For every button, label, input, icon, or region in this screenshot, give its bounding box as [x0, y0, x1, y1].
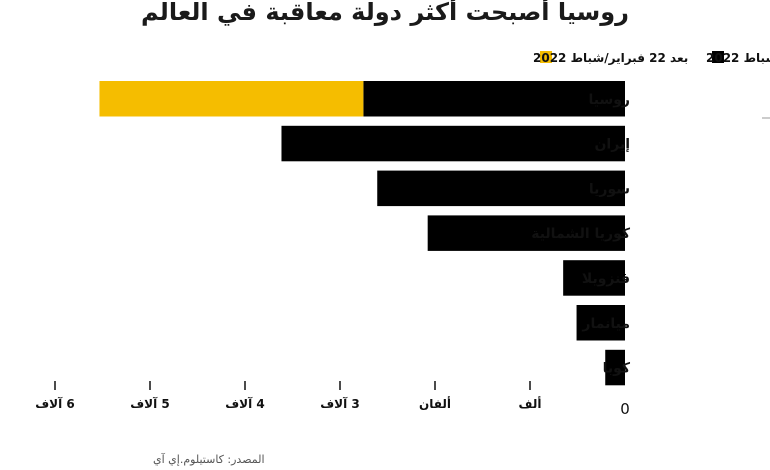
category-label-5: ميانمار — [581, 316, 630, 332]
x-tick-label-0: 0 — [620, 400, 630, 418]
bar-6-series-0 — [605, 349, 625, 386]
category-label-3: كوريا الشمالية — [531, 226, 631, 242]
x-tick-label-1: ألف — [519, 396, 542, 411]
x-tick-label-3: 3 آلاف — [320, 396, 360, 411]
category-label-2: سوريا — [589, 181, 630, 197]
category-label-1: إيران — [594, 137, 630, 153]
legend-label-1: بعد 22 فبراير/شباط 2022 — [533, 51, 688, 65]
bar-0-series-0 — [363, 81, 625, 117]
bar-4-series-0 — [563, 260, 625, 296]
bars-group — [99, 81, 625, 386]
bar-1-series-0 — [281, 125, 625, 162]
legend-label-0: قبل 22 فبراير/شباط 2022 — [706, 51, 770, 65]
chart-title: روسيا أصبحت أكثر دولة معاقبة في العالم — [141, 0, 629, 26]
legend: قبل 22 فبراير/شباط 2022 بعد 22 فبراير/شبا… — [533, 51, 770, 65]
bar-3-series-0 — [427, 215, 625, 251]
category-label-6: كوبا — [603, 361, 631, 377]
x-tick-label-4: 4 آلاف — [225, 396, 265, 411]
x-axis: 0 ألف ألفان 3 آلاف 4 آلاف 5 آلاف 6 آلاف — [35, 381, 630, 418]
category-label-4: فنزويلا — [582, 271, 630, 287]
category-labels: روسيا إيران سوريا كوريا الشمالية فنزويلا ميان… — [531, 92, 631, 377]
x-tick-label-2: ألفان — [419, 396, 451, 411]
category-label-0: روسيا — [588, 92, 630, 108]
bar-5-series-0 — [576, 305, 625, 341]
legend-swatch-0 — [712, 51, 724, 63]
bar-2-series-0 — [377, 170, 625, 207]
legend-swatch-1 — [540, 51, 552, 63]
x-tick-label-5: 5 آلاف — [130, 396, 170, 411]
source-note: المصدر: كاستيلوم.إي آي — [153, 452, 265, 466]
bar-0-series-1 — [99, 81, 364, 117]
x-tick-label-6: 6 آلاف — [35, 396, 75, 411]
